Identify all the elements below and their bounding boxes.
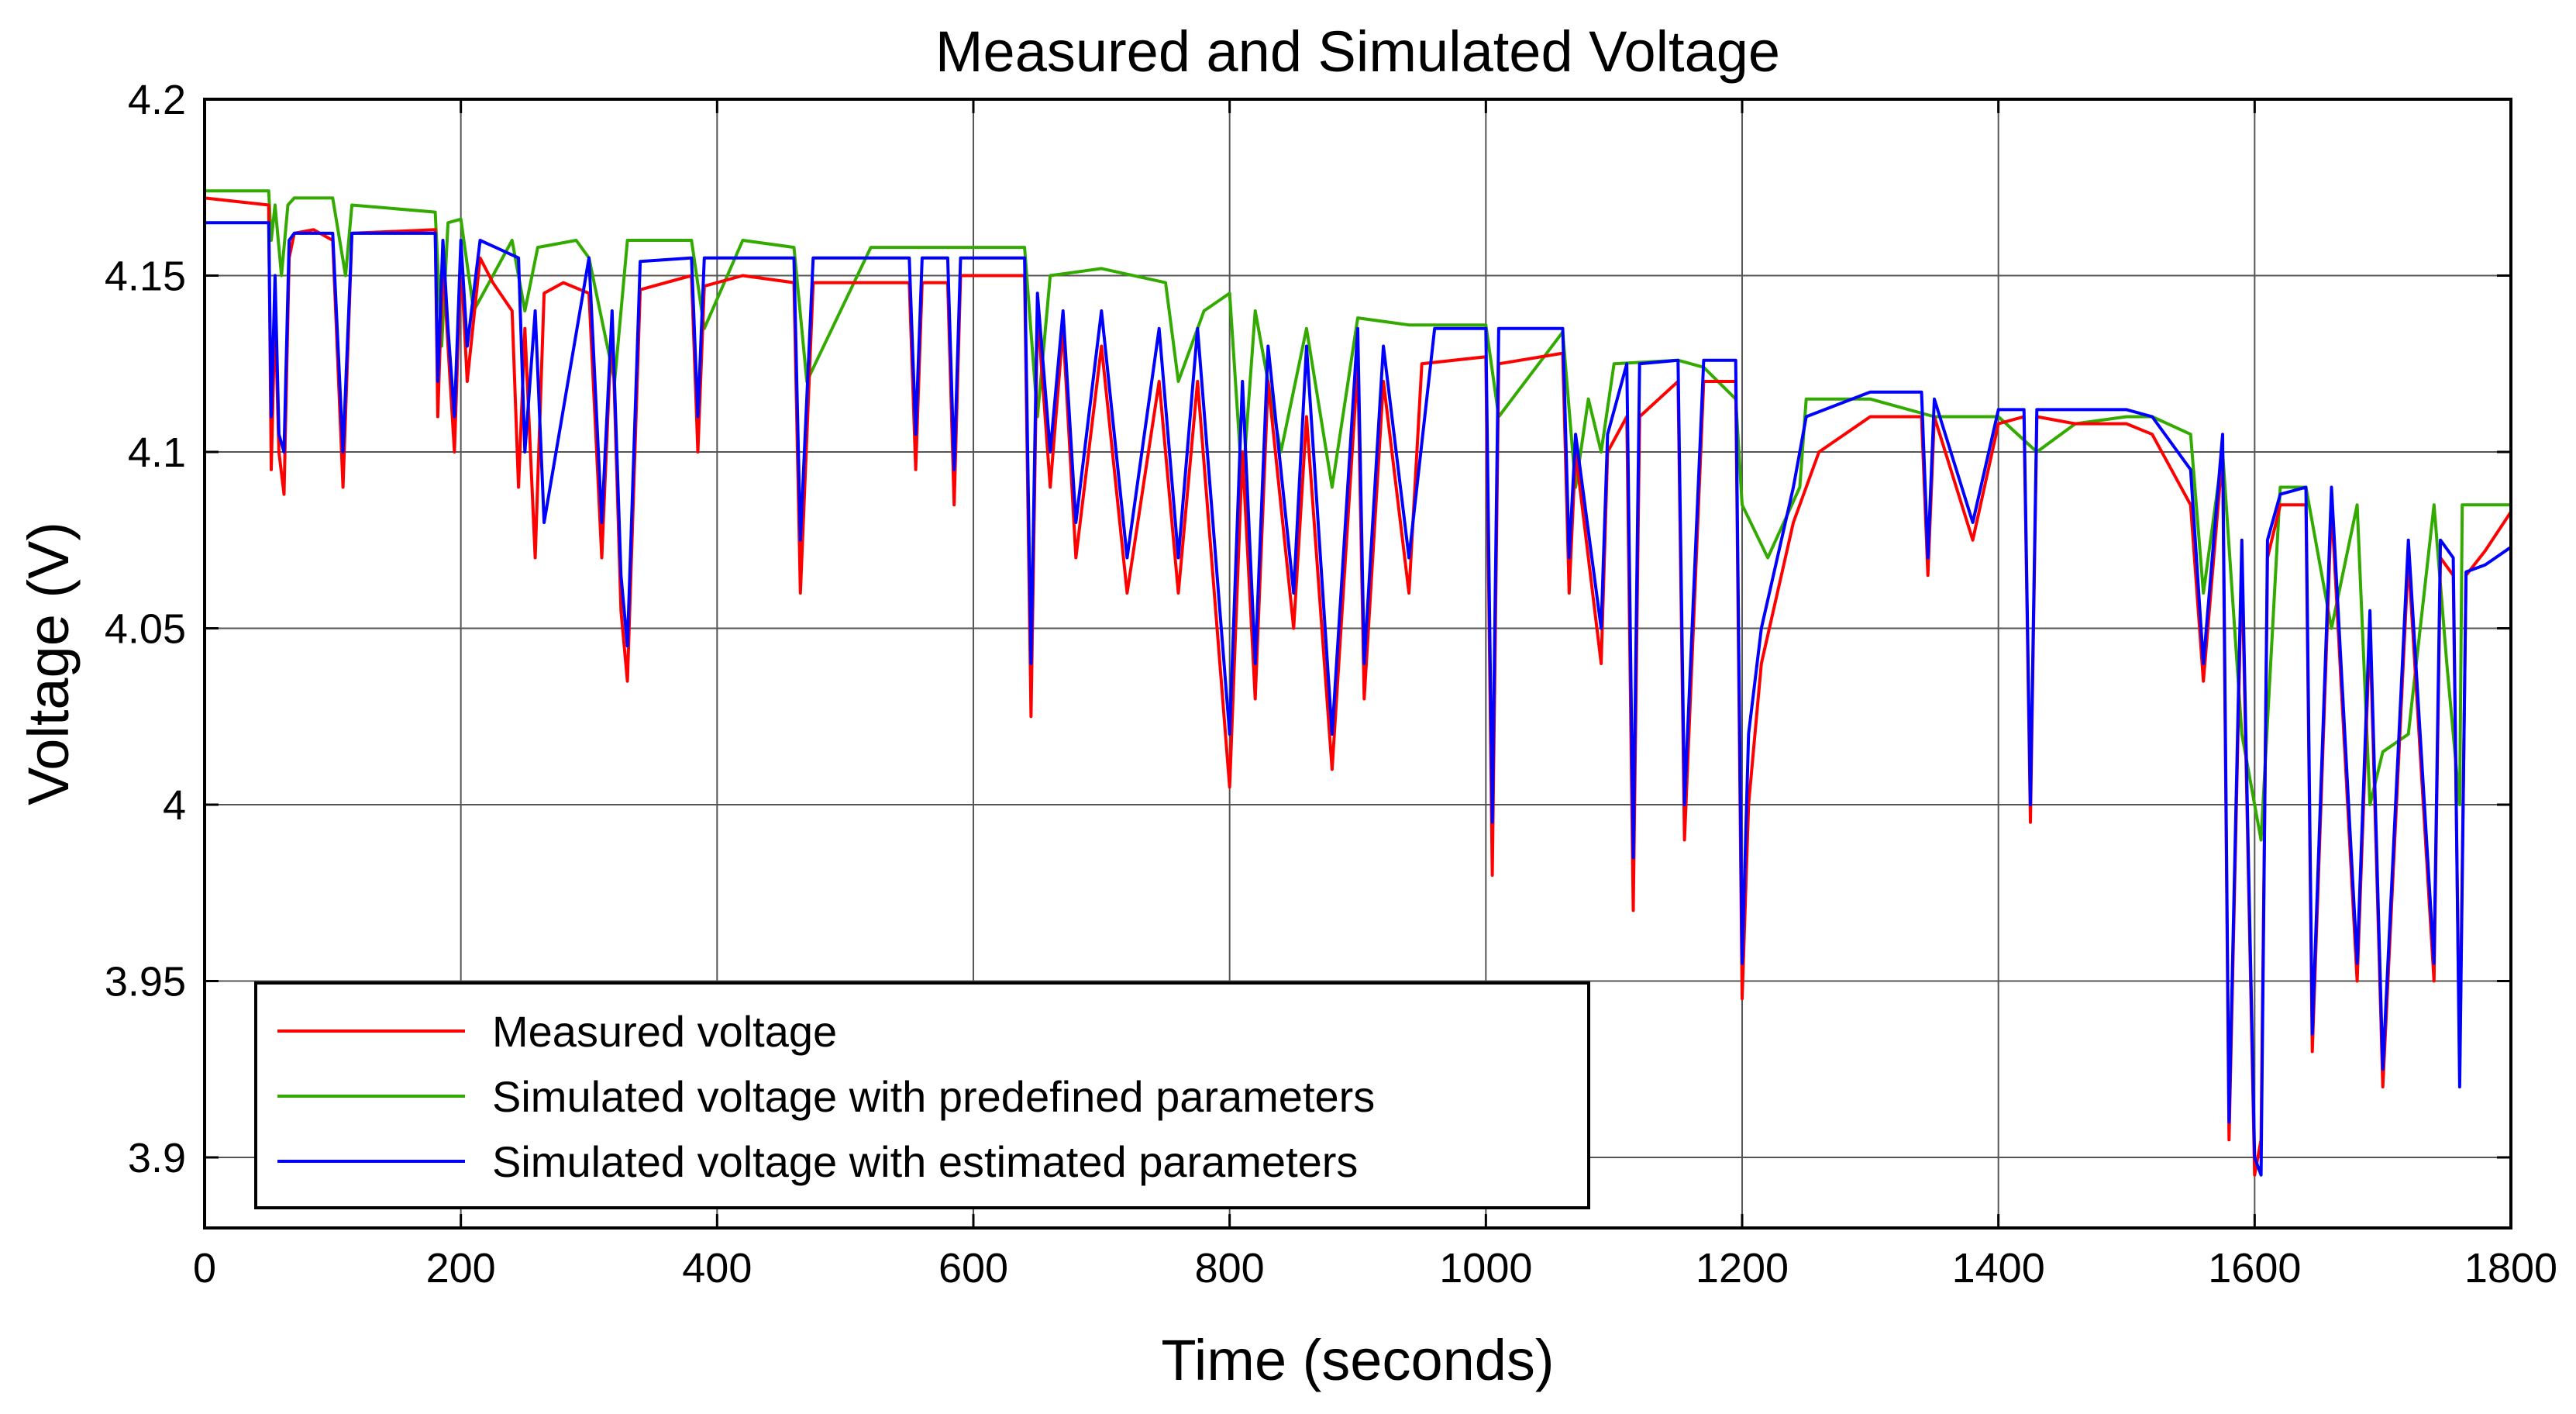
x-tick-label: 600 bbox=[938, 1245, 1008, 1292]
y-tick-label: 3.9 bbox=[128, 1135, 186, 1181]
y-tick-label: 4 bbox=[163, 782, 186, 829]
chart-title: Measured and Simulated Voltage bbox=[935, 19, 1780, 84]
legend-entry: Simulated voltage with predefined parame… bbox=[277, 1072, 1375, 1121]
x-tick-label: 1000 bbox=[1439, 1245, 1532, 1292]
legend-entry: Simulated voltage with estimated paramet… bbox=[277, 1137, 1358, 1186]
x-tick-label: 1600 bbox=[2208, 1245, 2301, 1292]
y-tick-label: 4.2 bbox=[128, 77, 186, 123]
y-tick-label: 4.05 bbox=[105, 606, 186, 653]
x-tick-label: 200 bbox=[426, 1245, 496, 1292]
y-tick-label: 3.95 bbox=[105, 959, 186, 1005]
series-line-1 bbox=[205, 189, 2511, 842]
legend-entry: Measured voltage bbox=[277, 1007, 837, 1056]
y-tick-label: 4.1 bbox=[128, 429, 186, 476]
legend-box bbox=[254, 981, 1590, 1209]
x-tick-label: 800 bbox=[1195, 1245, 1265, 1292]
legend-label-estimated: Simulated voltage with estimated paramet… bbox=[492, 1137, 1358, 1186]
x-tick-label: 1400 bbox=[1952, 1245, 2045, 1292]
legend-label-measured: Measured voltage bbox=[492, 1007, 837, 1056]
legend: Measured voltage Simulated voltage with … bbox=[254, 981, 1590, 1209]
y-tick-label: 4.15 bbox=[105, 253, 186, 300]
x-tick-label: 1200 bbox=[1696, 1245, 1789, 1292]
series-lines bbox=[204, 189, 2512, 1177]
legend-label-predefined: Simulated voltage with predefined parame… bbox=[492, 1072, 1375, 1121]
x-axis-label: Time (seconds) bbox=[1161, 1328, 1554, 1392]
series-line-2 bbox=[205, 221, 2512, 1177]
x-tick-label: 1800 bbox=[2464, 1245, 2557, 1292]
x-tick-label: 400 bbox=[682, 1245, 752, 1292]
y-axis-label: Voltage (V) bbox=[16, 522, 81, 805]
axis-ticks: 0 200 400 600 800 1000 1200 1400 1600 1800 3.9 3.95… bbox=[105, 77, 2557, 1292]
plot-frame bbox=[203, 98, 2512, 1229]
x-tick-label: 0 bbox=[193, 1245, 216, 1292]
